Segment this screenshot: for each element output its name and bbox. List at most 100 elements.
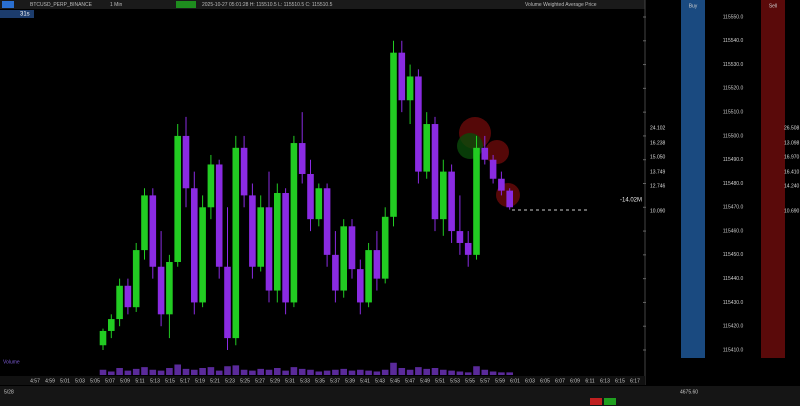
time-label: 5:25	[240, 378, 250, 384]
time-label: 5:11	[135, 378, 145, 384]
candle-body	[298, 143, 306, 174]
candle-body	[381, 216, 389, 279]
candle-body	[157, 266, 165, 315]
candle-body	[116, 285, 123, 320]
price-label: 115410.0	[723, 347, 744, 353]
volume-bar	[265, 369, 273, 375]
candle-body	[390, 52, 397, 217]
volume-bar	[357, 369, 364, 375]
candle-body	[481, 147, 489, 160]
ask-size: 16.970	[784, 154, 800, 160]
candle-body	[357, 269, 364, 303]
volume-bar	[99, 369, 107, 375]
bar-info: 2025-10-27 05:01:28 H: 115510.5 L: 11551…	[202, 2, 333, 8]
price-label: 115470.0	[723, 205, 744, 211]
volume-bar	[141, 367, 148, 375]
volume-bar	[448, 370, 455, 375]
candle-body	[149, 195, 157, 267]
time-label: 6:15	[615, 378, 625, 384]
candle-body	[282, 193, 289, 303]
candle-body	[249, 195, 256, 267]
time-label: 5:59	[495, 378, 505, 384]
toolbar-badge	[2, 1, 14, 8]
volume-bar	[323, 370, 331, 375]
candle-body	[423, 124, 430, 172]
volume-bar	[315, 371, 323, 375]
volume-bar	[257, 368, 264, 375]
candle-body	[323, 188, 331, 255]
volume-bar	[215, 370, 223, 375]
price-label: 115520.0	[723, 86, 744, 92]
candle-body	[265, 207, 273, 291]
candle-body	[431, 124, 439, 220]
countdown: 31s	[20, 12, 30, 18]
status-buy[interactable]	[604, 398, 616, 405]
candle-body	[232, 147, 240, 339]
volume-bar	[481, 369, 489, 375]
candle-body	[191, 188, 198, 303]
time-label: 5:23	[225, 378, 235, 384]
candle-body	[473, 147, 480, 255]
candle-body	[415, 76, 422, 172]
time-label: 5:15	[165, 378, 175, 384]
volume-bar	[489, 371, 497, 375]
buy-column	[681, 0, 705, 358]
candle-body	[215, 164, 223, 267]
bid-size: 10.090	[650, 208, 666, 214]
time-label: 5:17	[180, 378, 190, 384]
volume-bar	[157, 370, 165, 375]
candle-body	[440, 171, 447, 220]
time-label: 6:09	[570, 378, 580, 384]
price-label: 115430.0	[723, 300, 744, 306]
price-label: 115450.0	[723, 252, 744, 258]
candle-body	[274, 193, 281, 291]
volume-bar	[132, 368, 140, 375]
volume-bar	[390, 362, 397, 375]
candle-body	[464, 242, 472, 255]
time-label: 5:51	[435, 378, 445, 384]
price-label: 115550.0	[723, 14, 744, 20]
time-label: 5:07	[105, 378, 115, 384]
candle-body	[365, 250, 372, 303]
time-label: 6:01	[510, 378, 520, 384]
volume-bar	[506, 372, 513, 375]
volume-bar	[166, 368, 173, 375]
volume-bar	[464, 372, 472, 375]
candle-body	[506, 190, 513, 208]
price-label: 115440.0	[723, 276, 744, 282]
volume-bar	[249, 370, 256, 375]
candle-body	[448, 171, 455, 232]
volume-bar	[348, 370, 356, 375]
candle-body	[315, 188, 323, 220]
time-label: 5:41	[360, 378, 370, 384]
candle-body	[182, 135, 190, 189]
status-sell[interactable]	[590, 398, 602, 405]
volume-bar	[224, 366, 231, 375]
time-label: 6:11	[585, 378, 595, 384]
price-label: 115480.0	[723, 181, 744, 187]
time-label: 5:13	[150, 378, 160, 384]
volume-bar	[290, 367, 298, 375]
toolbar-button[interactable]	[176, 1, 196, 8]
candle-body	[307, 173, 314, 220]
time-label: 5:09	[120, 378, 130, 384]
sell-header: Sell	[769, 3, 777, 9]
volume-bar	[365, 370, 372, 375]
time-label: 5:53	[450, 378, 460, 384]
candle-body	[373, 250, 381, 279]
candle-body	[124, 285, 132, 308]
volume-bar	[207, 367, 215, 375]
volume-bar	[298, 368, 306, 375]
volume-bar	[124, 370, 132, 375]
volume-bar	[456, 371, 464, 375]
status-right: 4675.60	[680, 389, 698, 395]
order-bubble	[485, 140, 509, 164]
candle-body	[224, 266, 231, 339]
price-label: 115540.0	[723, 38, 744, 44]
volume-bar	[199, 368, 206, 375]
time-label: 5:35	[315, 378, 325, 384]
volume-bar	[473, 366, 480, 375]
ask-size: 14.240	[784, 183, 800, 189]
candle-body	[199, 207, 206, 303]
